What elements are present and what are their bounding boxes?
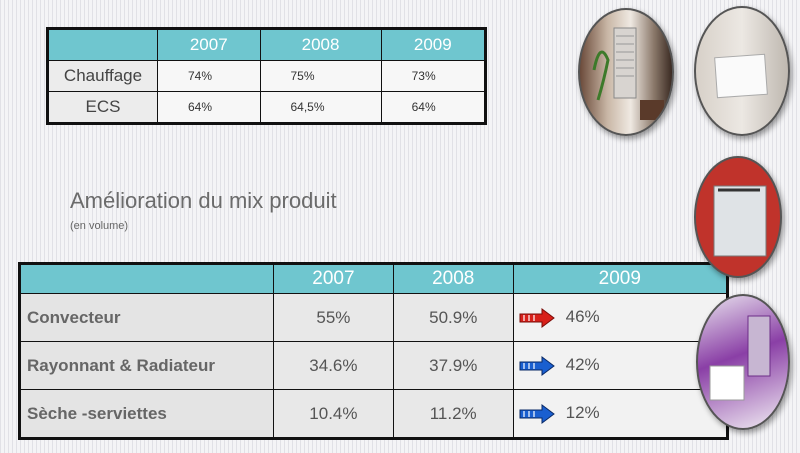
cell-value-with-trend: 42% xyxy=(512,341,729,390)
cell-value-with-trend: 46% xyxy=(512,293,729,342)
section-subheading: (en volume) xyxy=(70,220,129,232)
cell-value: 64% xyxy=(157,91,261,124)
cell-value: 75% xyxy=(259,60,382,92)
cell-value: 50.9% xyxy=(392,293,514,342)
cell-value: 55% xyxy=(273,293,394,342)
table-header-row: 2007 2008 2009 xyxy=(47,28,487,61)
table-row: Rayonnant & Radiateur 34.6% 37.9% 42% xyxy=(19,341,729,390)
section-heading: Amélioration du mix produit xyxy=(70,188,337,213)
table-row: Convecteur 55% 50.9% 46% xyxy=(19,293,729,342)
trend-value: 46% xyxy=(565,307,600,327)
table-row: Chauffage 74% 75% 73% xyxy=(47,60,487,92)
trend-down-arrow-icon xyxy=(519,307,555,328)
row-label-convecteur: Convecteur xyxy=(19,293,274,342)
row-label-rayonnant-radiateur: Rayonnant & Radiateur xyxy=(19,341,274,390)
purple-bathroom-illustration xyxy=(709,315,771,401)
trend-up-arrow-icon xyxy=(519,355,555,376)
header-year-2009: 2009 xyxy=(380,28,487,61)
towel-radiator-illustration xyxy=(592,27,664,120)
trend-value: 12% xyxy=(565,403,600,423)
cell-value: 10.4% xyxy=(273,389,394,439)
cell-value: 64,5% xyxy=(259,91,382,124)
header-year-2009: 2009 xyxy=(512,263,729,294)
row-label-seche-serviettes: Sèche -serviettes xyxy=(19,389,274,439)
heating-efficiency-table: 2007 2008 2009 Chauffage 74% 75% 73% ECS… xyxy=(46,27,487,125)
row-label-ecs: ECS xyxy=(47,91,158,124)
glass-panel-heater-illustration xyxy=(713,185,767,257)
cell-value: 74% xyxy=(157,60,261,92)
cell-value: 11.2% xyxy=(392,389,514,439)
table-row: Sèche -serviettes 10.4% 11.2% 12% xyxy=(19,389,729,439)
towel-radiator-bathroom-photo xyxy=(578,8,674,136)
cell-value: 34.6% xyxy=(273,341,394,390)
header-year-2007: 2007 xyxy=(273,263,394,294)
trend-up-arrow-icon xyxy=(519,403,555,424)
header-year-2007: 2007 xyxy=(157,28,261,61)
header-year-2008: 2008 xyxy=(392,263,514,294)
cell-value: 73% xyxy=(380,60,487,92)
glass-panel-heater-red-wall-photo xyxy=(694,156,782,278)
cell-value-with-trend: 12% xyxy=(512,389,729,439)
header-blank-cell xyxy=(47,28,158,61)
product-mix-table: 2007 2008 2009 Convecteur 55% 50.9% 46% … xyxy=(18,262,729,440)
row-label-chauffage: Chauffage xyxy=(47,60,158,92)
white-panel-heater-photo xyxy=(694,6,790,136)
header-blank-cell xyxy=(19,263,274,294)
cell-value: 37.9% xyxy=(392,341,514,390)
cell-value: 64% xyxy=(380,91,487,124)
table-row: ECS 64% 64,5% 64% xyxy=(47,91,487,124)
white-panel-heater-illustration xyxy=(714,53,768,99)
header-year-2008: 2008 xyxy=(259,28,382,61)
table-header-row: 2007 2008 2009 xyxy=(19,263,729,294)
purple-bathroom-radiator-photo xyxy=(696,294,790,430)
trend-value: 42% xyxy=(565,355,600,375)
